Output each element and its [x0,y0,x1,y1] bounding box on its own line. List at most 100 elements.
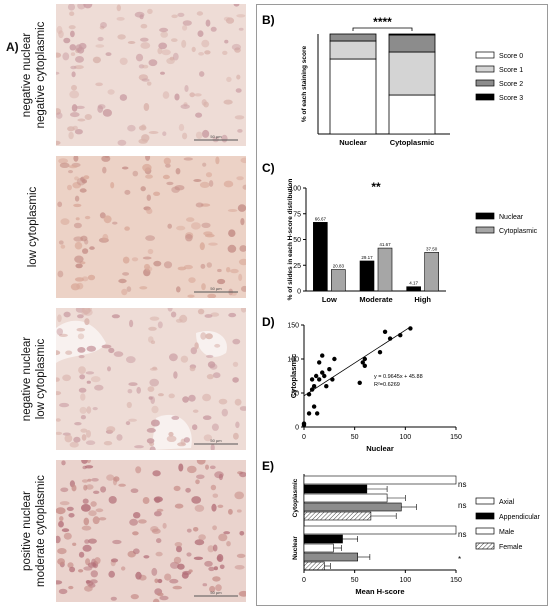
d-point [357,380,362,385]
e-significance: ns [458,480,466,489]
b-legend-label: Score 3 [499,95,523,102]
c-legend-label: Cytoplasmic [499,228,538,235]
d-point [309,377,315,382]
micrograph-1: 50 µm [56,4,246,146]
d-point [306,392,312,397]
d-point [377,350,383,355]
d-ylabel: Cytoplasmic [289,354,298,399]
e-bar-axial [303,525,457,535]
scale-bar-label: 50 µm [210,438,222,443]
b-legend-swatch [475,79,495,87]
c-bar-cytoplasmic [377,247,393,292]
d-point [311,404,317,409]
c-legend-swatch [475,212,495,220]
e-significance: ns [458,501,466,510]
d-point [301,422,307,428]
c-legend-label: Nuclear [499,214,524,221]
e-bar-female-hatched [303,511,372,521]
e-legend-label: Appendicular [499,514,541,521]
d-point [314,411,320,416]
micrograph-label-4: positive nuclear moderate cytoplasmic [21,475,47,587]
e-x-tick-label: 100 [399,577,411,584]
e-bar-appendicular [303,484,368,494]
c-data-label: 66.67 [315,216,327,221]
d-y-tick-label: 0 [295,425,299,432]
b-legend-swatch [475,51,495,59]
e-x-tick-label: 150 [450,577,462,584]
b-bar-score-0 [388,94,436,135]
d-x-tick-label: 100 [399,434,411,441]
scale-bar-label: 50 µm [210,286,222,291]
d-point [360,360,365,365]
d-point [408,326,413,331]
e-legend-label: Axial [499,499,515,506]
c-tick-label: Low [322,295,337,304]
b-bar-score-1 [329,40,377,60]
c-data-label: 20.83 [333,264,345,269]
e-x-tick-label: 0 [302,577,306,584]
c-data-label: 29.17 [361,255,373,260]
e-bar-female-hatched [303,561,325,571]
d-point [387,336,393,341]
c-significance: ** [371,180,381,194]
e-bar-female [303,552,359,562]
b-bar-score-3 [388,33,436,36]
c-data-label: 37.50 [426,246,438,251]
d-point [332,356,337,362]
b-bar-score-1 [388,51,436,96]
b-legend-swatch [475,65,495,73]
d-equation: y = 0.9645x + 45.88 [374,374,423,380]
c-y-tick-label: 100 [289,186,301,193]
e-bar-appendicular [303,534,343,544]
b-legend-label: Score 1 [499,67,523,74]
e-legend-label: Female [499,544,522,551]
e-bar-male [303,493,388,503]
e-significance: ns [458,530,466,539]
b-tick-label: Cytoplasmic [390,138,435,147]
d-point [317,377,322,382]
b-bar-score-2 [329,33,377,42]
d-x-tick-label: 50 [351,434,359,441]
d-y-tick-label: 100 [287,357,299,364]
c-bar-nuclear [313,222,328,292]
d-point [362,356,367,362]
c-y-tick-label: 25 [293,263,301,270]
d-point [317,360,322,365]
c-y-tick-label: 50 [293,237,301,244]
c-y-tick-label: 0 [297,289,301,296]
d-point [362,363,367,368]
c-tick-label: High [414,295,431,304]
b-ylabel: % of each staining score [301,46,308,123]
e-bar-male [303,543,334,553]
d-point [324,384,329,389]
c-ylabel: % of slides in each H-score distribution [287,179,294,301]
d-point [320,370,325,375]
b-tick-label: Nuclear [339,138,367,147]
charts-frame [256,4,548,606]
scale-bar-label: 50 µm [210,590,222,595]
b-bar-score-2 [388,34,436,53]
d-point [309,387,315,392]
d-r2: R²=0.6269 [374,382,400,388]
scale-bar-label: 50 µm [210,134,222,139]
panel-a-letter: A) [6,40,19,54]
c-data-label: 4.17 [409,281,418,286]
d-point [382,329,388,334]
e-significance: * [458,555,461,564]
d-y-tick-label: 150 [287,323,299,330]
d-point [398,333,403,338]
e-group-label: Cytoplasmic [292,478,299,517]
c-bar-nuclear [359,260,375,292]
panel-c-letter: C) [262,161,275,175]
d-point [313,373,319,379]
micrograph-3: 50 µm [56,308,246,450]
b-bar-score-0 [329,58,377,135]
micrograph-label-2: low cytoplasmic [27,186,39,268]
panel-b-letter: B) [262,13,275,27]
b-legend-swatch [475,93,495,101]
e-x-tick-label: 50 [351,577,359,584]
d-point [327,367,332,372]
d-point [322,373,327,379]
b-legend-label: Score 2 [499,81,523,88]
